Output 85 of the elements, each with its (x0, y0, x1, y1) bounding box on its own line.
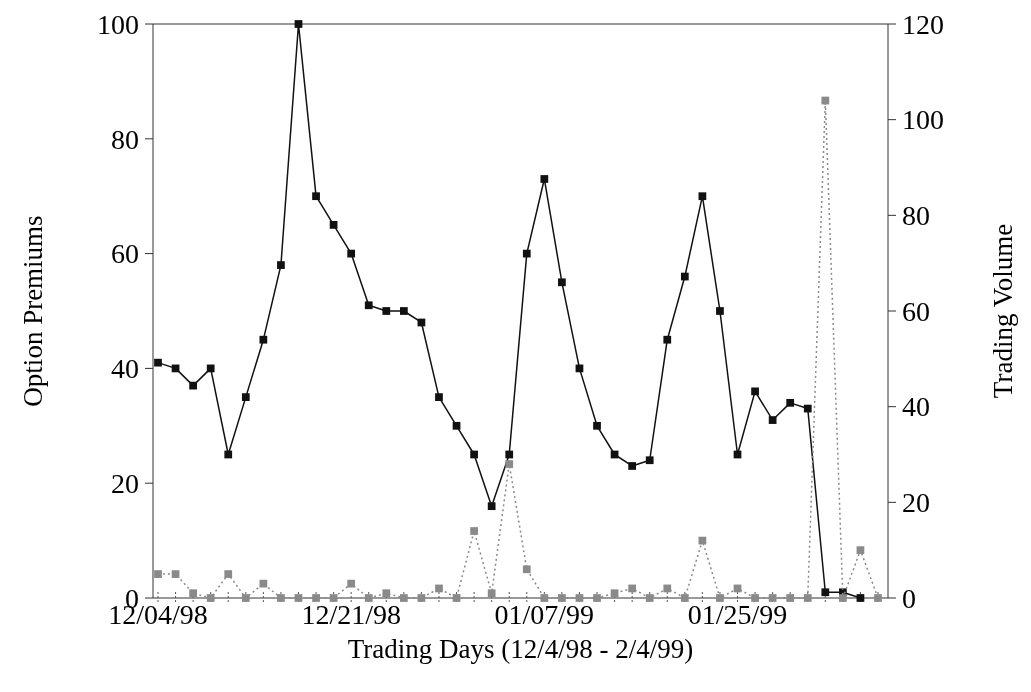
point (259, 335, 268, 344)
point (329, 594, 338, 602)
point (856, 546, 865, 555)
point (803, 594, 812, 602)
point (593, 421, 601, 430)
y-tick-label: 40 (111, 353, 139, 385)
point (540, 594, 549, 602)
point (399, 594, 408, 602)
point (312, 192, 320, 201)
y-axis-title: Option Premiums (18, 215, 48, 407)
point (786, 398, 795, 407)
point (470, 527, 478, 535)
point (452, 421, 461, 430)
point (680, 594, 689, 602)
point (294, 20, 303, 28)
x-tick-label: 12/21/98 (301, 599, 401, 630)
y2-tick-label: 0 (902, 582, 916, 614)
y2-tick-label: 100 (902, 104, 944, 136)
point (716, 307, 724, 315)
point (628, 462, 637, 470)
point (382, 307, 391, 315)
point (435, 393, 443, 401)
point (522, 565, 531, 574)
point (628, 584, 637, 593)
point (224, 450, 233, 459)
point (364, 594, 373, 602)
point (768, 416, 777, 424)
point (768, 594, 777, 602)
point (277, 261, 285, 269)
point (803, 404, 812, 413)
y-tick-label: 60 (111, 238, 139, 270)
x-axis-title: Trading Days (12/4/98 - 2/4/99) (347, 634, 694, 664)
y2-tick-label: 40 (902, 391, 930, 423)
point (294, 594, 303, 602)
point (224, 570, 233, 578)
point (206, 594, 215, 602)
point (189, 589, 197, 598)
x-tick-label: 01/25/99 (687, 599, 788, 630)
point (786, 594, 795, 602)
y-tick-label: 20 (111, 468, 139, 499)
point (821, 588, 830, 597)
point (540, 175, 549, 183)
point (329, 221, 338, 229)
point (399, 307, 408, 315)
point (470, 450, 478, 459)
point (505, 450, 514, 459)
point (645, 594, 654, 602)
point (206, 364, 215, 373)
point (259, 579, 268, 588)
y2-tick-label: 80 (902, 200, 930, 232)
point (154, 358, 162, 367)
y-tick-label: 80 (111, 123, 139, 155)
point (751, 387, 759, 396)
y-tick-label: 100 (97, 8, 139, 40)
point (241, 594, 250, 602)
point (452, 594, 461, 602)
point (505, 460, 514, 468)
point (575, 594, 584, 602)
point (154, 570, 162, 578)
point (522, 249, 531, 258)
point (435, 584, 443, 593)
point (487, 589, 496, 598)
point (189, 381, 197, 390)
y2-tick-label: 60 (902, 295, 930, 327)
point (382, 589, 391, 598)
point (487, 502, 496, 511)
point (364, 301, 373, 310)
point (821, 96, 830, 105)
point (698, 192, 707, 201)
point (347, 249, 356, 258)
y2-tick-label: 120 (902, 8, 944, 40)
point (171, 570, 180, 578)
y2-axis-title: Trading Volume (988, 223, 1018, 399)
point (417, 594, 426, 602)
point (663, 335, 672, 344)
point (347, 579, 356, 588)
point (663, 584, 672, 593)
point (558, 278, 566, 287)
y2-tick-label: 20 (902, 487, 930, 519)
point (241, 393, 250, 401)
point (610, 589, 619, 598)
x-tick-label: 01/07/99 (494, 599, 595, 630)
point (645, 456, 654, 465)
point (856, 594, 865, 602)
point (680, 272, 689, 281)
